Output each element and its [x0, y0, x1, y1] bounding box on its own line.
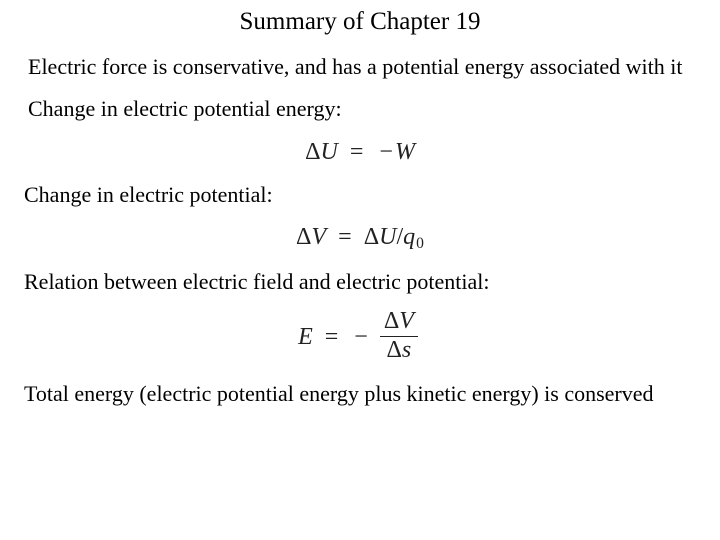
subscript-zero: 0 [415, 235, 424, 252]
para-total-energy: Total energy (electric potential energy … [24, 381, 696, 407]
minus-sign: − [350, 324, 370, 350]
equation-e-field: E = − ΔV Δs [24, 311, 696, 364]
equation-delta-v-content: ΔV = ΔU/q0 [296, 224, 424, 250]
equals-sign: = [332, 224, 358, 250]
equation-delta-u-content: ΔU = −W [305, 139, 415, 165]
delta-symbol: Δ [305, 139, 320, 165]
para-delta-u-label: Change in electric potential energy: [24, 96, 696, 122]
equation-e-field-content: E = − ΔV Δs [298, 324, 422, 350]
var-v: V [399, 308, 414, 334]
equation-delta-u: ΔU = −W [24, 139, 696, 166]
para-field-potential-label: Relation between electric field and elec… [24, 269, 696, 295]
equals-sign: = [344, 139, 370, 165]
var-u: U [379, 224, 396, 250]
var-e: E [298, 324, 313, 350]
equals-sign: = [319, 324, 345, 350]
para-delta-v-label: Change in electric potential: [24, 182, 696, 208]
minus-sign: − [375, 139, 395, 165]
var-s: s [402, 337, 411, 363]
var-v: V [311, 224, 326, 250]
equation-delta-v: ΔV = ΔU/q0 [24, 224, 696, 253]
slide-page: Summary of Chapter 19 Electric force is … [0, 0, 720, 407]
fraction-denominator: Δs [380, 337, 418, 363]
delta-symbol: Δ [296, 224, 311, 250]
delta-symbol: Δ [386, 337, 401, 363]
delta-symbol: Δ [384, 308, 399, 334]
delta-symbol: Δ [364, 224, 379, 250]
var-u: U [321, 139, 338, 165]
para-intro: Electric force is conservative, and has … [24, 54, 696, 80]
fraction-numerator: ΔV [380, 309, 418, 336]
fraction: ΔV Δs [380, 309, 418, 362]
page-title: Summary of Chapter 19 [24, 8, 696, 36]
var-w: W [395, 139, 415, 165]
var-q: q [403, 224, 415, 250]
